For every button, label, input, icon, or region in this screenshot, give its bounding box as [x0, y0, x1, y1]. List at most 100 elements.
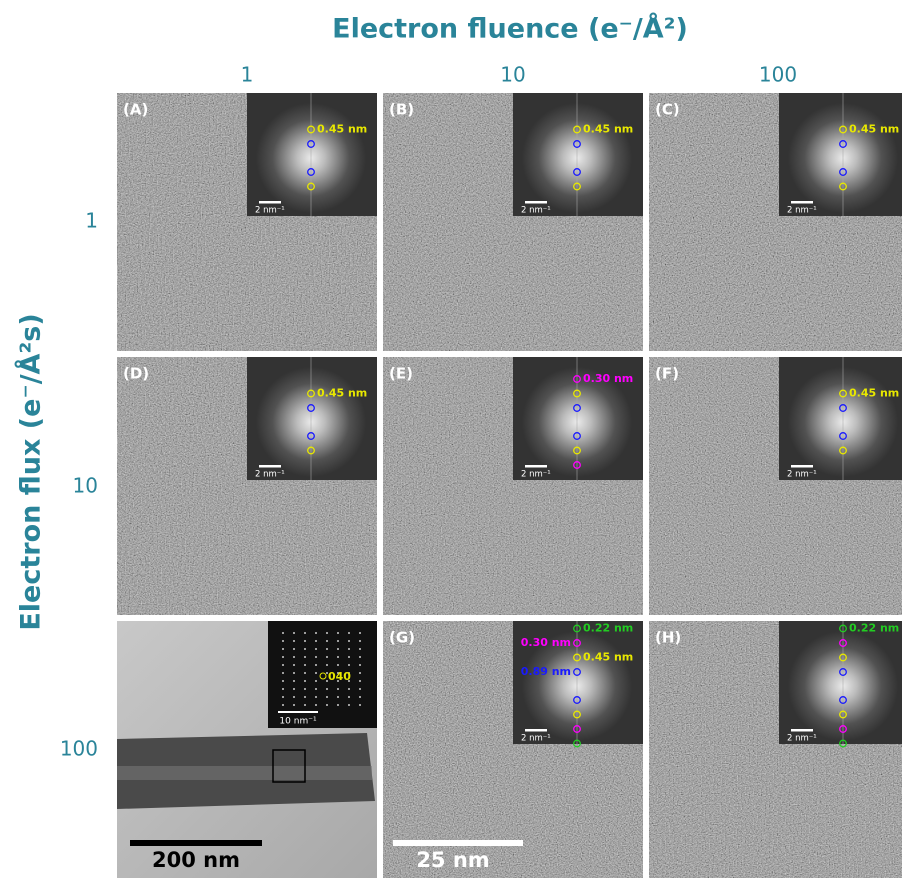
- diffraction-spot: [348, 688, 350, 690]
- diffraction-spot: [304, 648, 306, 650]
- diffraction-spot: [315, 704, 317, 706]
- inset-scale-bar: [791, 465, 813, 468]
- diffraction-spot: [315, 640, 317, 642]
- fft-label: 0.45 nm: [583, 651, 633, 664]
- diffraction-spot: [359, 696, 361, 698]
- diffraction-spot: [359, 656, 361, 658]
- scale-bar: [130, 840, 262, 846]
- panel: 040 10 nm⁻¹ 200 nm: [117, 621, 377, 878]
- diffraction-spot: [326, 696, 328, 698]
- diffraction-spot: [304, 696, 306, 698]
- diffraction-spot: [315, 696, 317, 698]
- panel-label: (F): [655, 365, 679, 383]
- diffraction-spot: [359, 632, 361, 634]
- panel: 0.22 nm0.30 nm0.45 nm0.89 nm2 nm⁻¹(G)25 …: [383, 621, 643, 878]
- diffraction-spot: [359, 704, 361, 706]
- diffraction-spot: [293, 648, 295, 650]
- diffraction-spot: [293, 632, 295, 634]
- column-label: 100: [759, 63, 797, 87]
- inset-scale-label: 2 nm⁻¹: [787, 734, 817, 744]
- diffraction-spot: [315, 688, 317, 690]
- diffraction-spot: [282, 696, 284, 698]
- diffraction-spot: [304, 688, 306, 690]
- diffraction-spot: [348, 640, 350, 642]
- diffraction-spot: [359, 664, 361, 666]
- diffraction-spot: [282, 656, 284, 658]
- inset-scale-bar: [525, 201, 547, 204]
- diffraction-spot: [326, 640, 328, 642]
- row-title: Electron flux (e⁻/Å²s): [15, 313, 47, 630]
- diffraction-spot: [337, 640, 339, 642]
- inset-scale-label: 2 nm⁻¹: [255, 470, 285, 480]
- diffraction-spot: [304, 664, 306, 666]
- diffraction-spot: [348, 648, 350, 650]
- fft-label: 0.30 nm: [521, 636, 571, 649]
- diffraction-spot: [293, 680, 295, 682]
- column-title: Electron fluence (e⁻/Å²): [332, 13, 688, 45]
- inset-scale-label: 2 nm⁻¹: [787, 206, 817, 216]
- fft-label: 0.89 nm: [521, 665, 571, 678]
- inset-scale-bar: [278, 711, 318, 713]
- diffraction-spot: [326, 688, 328, 690]
- row-label: 10: [73, 474, 98, 498]
- diffraction-label: 040: [328, 670, 351, 683]
- column-label: 1: [241, 63, 254, 87]
- fft-label: 0.45 nm: [849, 387, 899, 400]
- diffraction-spot: [293, 640, 295, 642]
- panel: 0.22 nm 2 nm⁻¹ (H): [649, 621, 902, 878]
- diffraction-spot: [293, 656, 295, 658]
- diffraction-spot: [326, 704, 328, 706]
- inset-scale-label: 2 nm⁻¹: [521, 206, 551, 216]
- panel-label: (A): [123, 101, 148, 119]
- inset-scale-label: 2 nm⁻¹: [521, 470, 551, 480]
- figure: Electron fluence (e⁻/Å²) Electron flux (…: [0, 0, 902, 878]
- panel: 0.45 nm2 nm⁻¹(B): [383, 93, 643, 351]
- diffraction-spot: [348, 632, 350, 634]
- row-label: 1: [85, 209, 98, 233]
- diffraction-spot: [359, 648, 361, 650]
- diffraction-spot: [293, 664, 295, 666]
- diffraction-spot: [337, 704, 339, 706]
- diffraction-spot: [282, 704, 284, 706]
- diffraction-spot: [282, 632, 284, 634]
- diffraction-spot: [282, 640, 284, 642]
- column-label: 10: [500, 63, 525, 87]
- diffraction-spot: [337, 696, 339, 698]
- inset-scale-label: 2 nm⁻¹: [787, 470, 817, 480]
- panel-label: (E): [389, 365, 413, 383]
- fft-label: 0.22 nm: [849, 622, 899, 635]
- diffraction-spot: [326, 664, 328, 666]
- scale-bar-label: 25 nm: [416, 848, 489, 872]
- diffraction-spot: [304, 704, 306, 706]
- scale-bar-label: 200 nm: [152, 848, 240, 872]
- diffraction-spot: [282, 672, 284, 674]
- inset-scale-label: 2 nm⁻¹: [255, 206, 285, 216]
- diffraction-spot: [348, 664, 350, 666]
- diffraction-spot: [282, 680, 284, 682]
- panel: 0.45 nm2 nm⁻¹(C): [649, 93, 902, 351]
- diffraction-spot: [359, 640, 361, 642]
- crystal-highlight: [117, 766, 372, 780]
- diffraction-spot: [315, 672, 317, 674]
- inset-scale-bar: [525, 465, 547, 468]
- panel-label: (H): [655, 629, 681, 647]
- diffraction-spot: [282, 648, 284, 650]
- inset-scale-bar: [791, 201, 813, 204]
- diffraction-spot: [315, 664, 317, 666]
- diffraction-spot: [359, 672, 361, 674]
- diffraction-spot: [293, 688, 295, 690]
- diffraction-spot: [304, 672, 306, 674]
- diffraction-spot: [315, 656, 317, 658]
- diffraction-spot: [293, 696, 295, 698]
- inset-scale-bar: [791, 729, 813, 732]
- panel-label: (C): [655, 101, 680, 119]
- fft-label: 0.45 nm: [317, 387, 367, 400]
- inset-scale-label: 10 nm⁻¹: [279, 717, 317, 727]
- panels: 1101001101000.45 nm2 nm⁻¹(A)0.45 nm2 nm⁻…: [60, 63, 902, 878]
- scale-bar: [393, 840, 523, 846]
- inset-scale-bar: [259, 201, 281, 204]
- inset-scale-bar: [259, 465, 281, 468]
- fft-label: 0.30 nm: [583, 372, 633, 385]
- diffraction-spot: [282, 688, 284, 690]
- diffraction-spot: [326, 648, 328, 650]
